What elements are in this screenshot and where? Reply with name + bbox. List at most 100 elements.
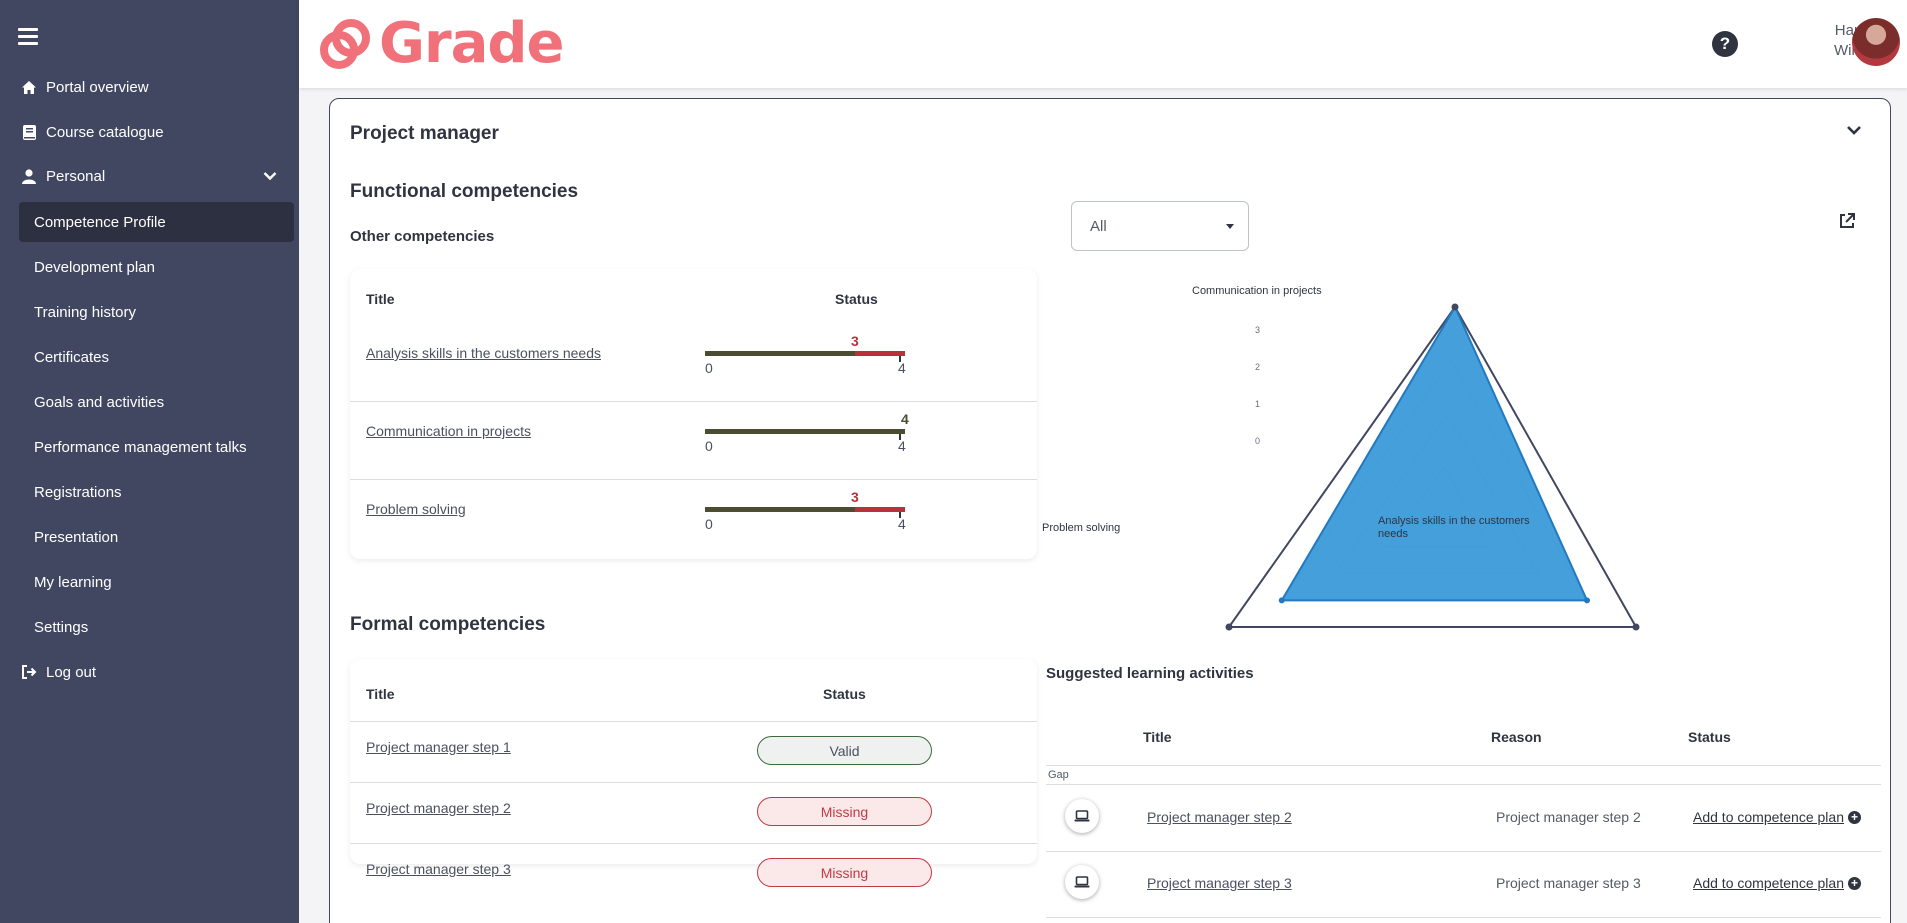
add-to-plan-link[interactable]: Add to competence plan + [1693, 875, 1861, 891]
col-status: Status [835, 291, 878, 307]
status-bar: 3 0 4 [705, 489, 906, 532]
radar-vertex [1632, 623, 1640, 631]
col-status: Status [823, 686, 866, 702]
radar-label-right: Analysis skills in the customers needs [1378, 515, 1530, 541]
sidebar-item-goals[interactable]: Goals and activities [19, 382, 294, 422]
col-status: Status [1688, 729, 1731, 745]
col-reason: Reason [1491, 729, 1542, 745]
status-badge-missing: Missing [757, 797, 932, 826]
filter-select[interactable]: All [1071, 201, 1249, 251]
sidebar-item-competence-profile[interactable]: Competence Profile [19, 202, 294, 242]
laptop-icon [1065, 799, 1099, 833]
bar-base [705, 351, 905, 356]
competency-link[interactable]: Communication in projects [366, 423, 531, 439]
header-divider [350, 721, 1037, 722]
nav-log-out[interactable]: Log out [0, 652, 299, 692]
competency-link[interactable]: Analysis skills in the customers needs [366, 345, 601, 361]
add-to-plan-label: Add to competence plan [1693, 875, 1844, 891]
sidebar-item-certificates[interactable]: Certificates [19, 337, 294, 377]
caret-down-icon [1226, 224, 1234, 229]
nav-label: Log out [46, 663, 97, 681]
nav-course-catalogue[interactable]: Course catalogue [0, 112, 299, 152]
sidebar-item-label: Goals and activities [34, 393, 165, 411]
bar-value: 4 [901, 411, 909, 427]
chevron-down-icon[interactable] [263, 168, 277, 185]
status-bar: 4 0 4 [705, 411, 909, 454]
radar-tick-label: 3 [1255, 325, 1261, 335]
plus-circle-icon: + [1848, 876, 1861, 890]
activity-reason: Project manager step 2 [1496, 809, 1641, 825]
bar-max: 4 [898, 438, 906, 454]
bar-max: 4 [898, 360, 906, 376]
status-badge-valid: Valid [757, 736, 932, 765]
logo-text: Grade [379, 11, 564, 76]
status-bar: 3 0 4 [705, 333, 906, 376]
row-divider [1046, 851, 1881, 852]
formal-competency-link[interactable]: Project manager step 2 [366, 800, 511, 816]
formal-title: Formal competencies [350, 614, 546, 635]
activity-link[interactable]: Project manager step 2 [1147, 809, 1292, 825]
radar-tick-label: 1 [1255, 399, 1261, 409]
plus-circle-icon: + [1848, 810, 1861, 824]
functional-table: Title Status Analysis skills in the cust… [350, 269, 1037, 559]
logout-icon [20, 663, 38, 681]
col-title: Title [366, 291, 395, 307]
suggested-title: Suggested learning activities [1046, 665, 1254, 682]
group-label: Gap [1048, 769, 1069, 781]
sidebar-item-label: Settings [34, 618, 89, 636]
user-icon [20, 167, 38, 185]
competency-link[interactable]: Problem solving [366, 501, 466, 517]
sidebar-item-performance-talks[interactable]: Performance management talks [19, 427, 294, 467]
row-divider [350, 782, 1037, 783]
radar-vertex [1225, 623, 1233, 631]
card-title: Project manager [350, 123, 499, 144]
laptop-icon [1065, 865, 1099, 899]
formal-competency-link[interactable]: Project manager step 3 [366, 861, 511, 877]
bar-tick [899, 434, 901, 440]
sidebar-item-presentation[interactable]: Presentation [19, 517, 294, 557]
bar-tick [899, 356, 901, 362]
filter-value: All [1090, 217, 1107, 235]
nav-portal-overview[interactable]: Portal overview [0, 67, 299, 107]
other-competencies-title: Other competencies [350, 228, 495, 245]
bar-base [705, 429, 905, 434]
bar-value: 3 [851, 333, 859, 349]
sidebar-item-my-learning[interactable]: My learning [19, 562, 294, 602]
row-divider [350, 479, 1037, 480]
sidebar-item-training-history[interactable]: Training history [19, 292, 294, 332]
nav-label: Personal [46, 167, 106, 185]
bar-value: 3 [851, 489, 859, 505]
bar-min: 0 [705, 360, 713, 376]
hamburger-menu-icon[interactable] [18, 28, 38, 45]
radar-chart [1225, 303, 1640, 631]
radar-vertex [1451, 303, 1459, 311]
bar-min: 0 [705, 438, 713, 454]
sidebar-item-label: Registrations [34, 483, 122, 501]
grade-logo[interactable]: Grade [319, 11, 564, 76]
sidebar-item-label: Performance management talks [34, 438, 247, 456]
radar-tick-label: 2 [1255, 362, 1261, 372]
nav-label: Course catalogue [46, 123, 164, 141]
add-to-plan-link[interactable]: Add to competence plan + [1693, 809, 1861, 825]
home-icon [20, 78, 38, 96]
help-icon[interactable]: ? [1712, 31, 1738, 57]
formal-competency-link[interactable]: Project manager step 1 [366, 739, 511, 755]
nav-personal[interactable]: Personal [0, 156, 299, 196]
sidebar-item-label: Certificates [34, 348, 110, 366]
sidebar-item-development-plan[interactable]: Development plan [19, 247, 294, 287]
bar-gap [855, 507, 905, 512]
collapse-chevron-icon[interactable] [1846, 123, 1862, 141]
sidebar-item-settings[interactable]: Settings [19, 607, 294, 647]
help-glyph: ? [1719, 34, 1731, 53]
avatar[interactable] [1852, 18, 1900, 66]
sidebar-item-label: Competence Profile [34, 213, 166, 231]
radar-outer-frame [1227, 305, 1638, 628]
sidebar-item-label: Presentation [34, 528, 119, 546]
sidebar-item-registrations[interactable]: Registrations [19, 472, 294, 512]
external-link-icon[interactable] [1838, 212, 1856, 235]
radar-label-right-line: Analysis skills in the customers [1378, 515, 1530, 527]
grade-logo-icon [320, 19, 370, 69]
sidebar-item-label: Training history [34, 303, 136, 321]
activity-link[interactable]: Project manager step 3 [1147, 875, 1292, 891]
sidebar-item-label: My learning [34, 573, 112, 591]
